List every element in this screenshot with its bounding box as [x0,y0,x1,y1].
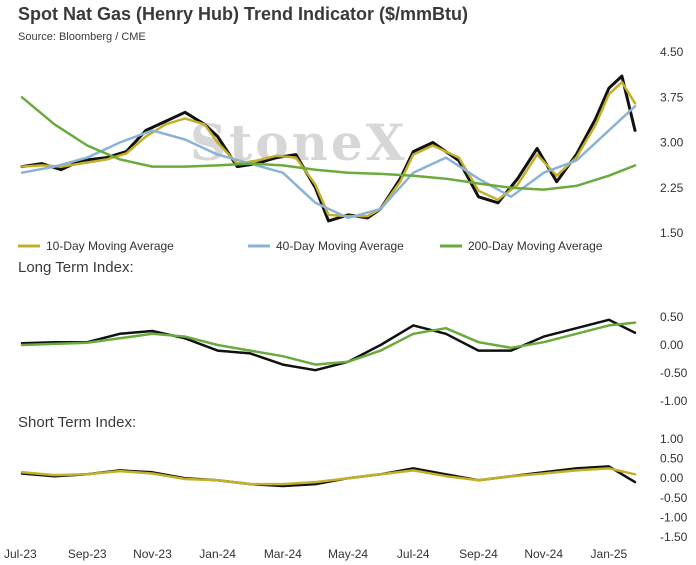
y-tick-label: 3.00 [660,136,684,150]
panel-title-2: Short Term Index: [18,414,136,431]
legend-label: 10-Day Moving Average [46,239,174,253]
x-tick-label: Jul-24 [397,547,430,561]
series-line-0-1 [20,80,637,218]
y-tick-label: -0.50 [660,491,688,505]
x-tick-label: Mar-24 [264,547,302,561]
series-line-0-2 [20,105,637,220]
x-tick-label: Jul-23 [4,547,37,561]
y-tick-label: 0.00 [660,338,684,352]
series-line-1-1 [20,321,637,366]
series-line-2-1 [20,467,637,486]
x-tick-label: Sep-23 [68,547,107,561]
x-tick-label: Jan-24 [199,547,236,561]
y-tick-label: -1.50 [660,530,688,544]
series-line-0-3 [20,96,637,191]
x-tick-label: May-24 [328,547,368,561]
y-tick-label: 1.00 [660,432,684,446]
y-tick-label: 3.75 [660,90,684,104]
x-tick-label: Jan-25 [591,547,628,561]
x-tick-label: Sep-24 [459,547,498,561]
y-tick-label: 0.50 [660,310,684,324]
y-tick-label: -1.00 [660,510,688,524]
y-tick-label: -1.00 [660,394,688,408]
legend-label: 200-Day Moving Average [468,239,603,253]
y-tick-label: 4.50 [660,45,684,59]
y-tick-label: 0.00 [660,471,684,485]
x-tick-label: Nov-24 [524,547,563,561]
y-tick-label: 2.25 [660,181,684,195]
chart-title: Spot Nat Gas (Henry Hub) Trend Indicator… [18,4,469,24]
legend-label: 40-Day Moving Average [276,239,404,253]
y-tick-label: 0.50 [660,452,684,466]
series-line-1-0 [20,318,637,372]
chart-source: Source: Bloomberg / CME [18,31,146,43]
series-line-2-0 [20,465,637,488]
y-tick-label: 1.50 [660,226,684,240]
y-tick-label: -0.50 [660,366,688,380]
watermark-logo: StoneX [190,113,408,172]
x-tick-label: Nov-23 [133,547,172,561]
panel-title-1: Long Term Index: [18,259,134,276]
